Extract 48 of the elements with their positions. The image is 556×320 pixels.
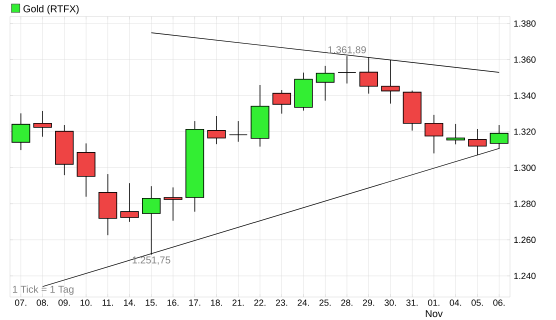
y-tick-label: 1.260 bbox=[514, 236, 536, 244]
candlestick bbox=[142, 186, 161, 256]
x-tick-label: 24. bbox=[298, 300, 309, 306]
x-tick-label: 29. bbox=[362, 300, 374, 306]
x-tick-label: 28. bbox=[341, 300, 352, 306]
x-tick-label: 16. bbox=[168, 300, 178, 306]
x-tick-label: 08. bbox=[36, 300, 48, 306]
candlestick bbox=[76, 143, 96, 198]
candlestick bbox=[446, 124, 465, 145]
x-tick-label: 06. bbox=[493, 300, 505, 306]
annotation: 1.361,89 bbox=[328, 46, 366, 54]
x-tick-label: 30. bbox=[384, 300, 396, 306]
x-tick-label: 10. bbox=[80, 300, 92, 306]
x-tick-label: 09. bbox=[58, 300, 70, 306]
x-tick-label: 17. bbox=[189, 300, 200, 306]
y-tick-label: 1.280 bbox=[514, 200, 536, 207]
x-tick-label: 22. bbox=[254, 300, 266, 306]
y-tick-label: 1.360 bbox=[514, 56, 536, 63]
y-tick-label: 1.380 bbox=[514, 20, 536, 27]
x-tick-label: 04. bbox=[450, 300, 462, 306]
candlestick bbox=[33, 110, 52, 138]
annotation: 1 Tick = 1 Tag bbox=[12, 286, 74, 295]
candlestick bbox=[228, 120, 248, 142]
text: Nov bbox=[426, 310, 443, 318]
x-tick-label: 25. bbox=[319, 300, 331, 306]
y-tick-label: 1.300 bbox=[514, 164, 536, 171]
candlestick bbox=[207, 116, 226, 145]
candlestick bbox=[120, 182, 139, 222]
x-tick-label: 15. bbox=[146, 300, 157, 306]
x-tick-label: 31. bbox=[406, 300, 418, 306]
x-tick-label: 05. bbox=[472, 300, 483, 306]
candlestick bbox=[272, 90, 292, 114]
y-tick-label: 1.240 bbox=[514, 272, 536, 280]
candlestick bbox=[316, 65, 335, 102]
x-tick-label: 07. bbox=[14, 300, 26, 306]
x-tick-label: 11. bbox=[102, 300, 113, 306]
candlestick bbox=[424, 114, 444, 154]
y-tick-label: 1.320 bbox=[514, 128, 536, 135]
x-tick-label: 23. bbox=[276, 300, 288, 306]
legend-label: Gold (RTFX) bbox=[23, 5, 79, 14]
x-tick-label: 14. bbox=[124, 300, 135, 306]
x-tick-label: 18. bbox=[210, 300, 222, 306]
candlestick bbox=[164, 186, 182, 222]
candlestick bbox=[12, 112, 30, 150]
x-tick-label: 21. bbox=[232, 300, 244, 306]
y-tick-label: 1.340 bbox=[514, 92, 536, 99]
x-tick-label: 01. bbox=[428, 300, 440, 306]
annotation: 1.251,75 bbox=[132, 256, 170, 265]
